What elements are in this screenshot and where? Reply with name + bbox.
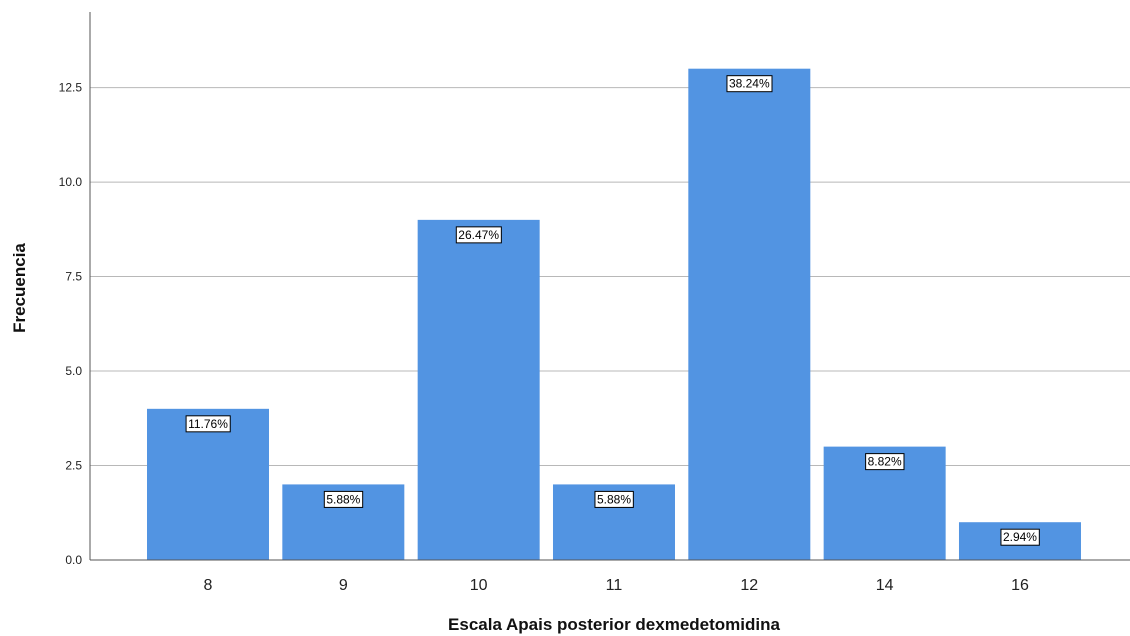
data-labels: 11.76% 5.88% 26.47% 5.88% 38.24% 8.82% 2.94% (185, 75, 1040, 546)
y-axis-title: Frecuencia (10, 243, 29, 333)
data-label-box (185, 415, 231, 433)
x-axis-title: Escala Apais posterior dexmedetomidina (448, 615, 780, 634)
x-tick-label: 12 (740, 577, 758, 594)
data-label-text: 5.88% (597, 492, 631, 506)
y-tick-label: 5.0 (65, 364, 82, 378)
x-tick-label: 11 (606, 577, 623, 594)
y-tick-label: 10.0 (59, 175, 83, 189)
x-tick-label: 8 (204, 577, 213, 594)
data-label-box (594, 490, 634, 508)
data-label: 38.24% (726, 75, 773, 93)
data-label-text: 11.76% (188, 417, 228, 431)
bar (147, 408, 269, 560)
y-tick-label: 0.0 (65, 553, 82, 567)
data-label: 2.94% (1000, 528, 1040, 546)
data-label: 26.47% (455, 226, 502, 244)
data-label-text: 5.88% (326, 492, 360, 506)
data-label-box (1000, 528, 1040, 546)
y-tick-label: 2.5 (65, 459, 82, 473)
data-label: 5.88% (323, 490, 364, 508)
y-tick-labels: 0.0 2.5 5.0 7.5 10.0 12.5 (59, 81, 83, 567)
y-tick-label: 12.5 (59, 81, 83, 95)
axes (89, 12, 1130, 561)
y-tick-label: 7.5 (65, 270, 82, 284)
data-label-text: 38.24% (729, 77, 770, 91)
x-tick-label: 16 (1011, 577, 1029, 594)
data-label: 11.76% (185, 415, 231, 433)
data-label-box (455, 226, 502, 244)
data-label-text: 26.47% (458, 228, 499, 242)
data-label-box (865, 453, 905, 471)
data-label-box (323, 490, 364, 508)
data-label: 8.82% (865, 453, 905, 471)
x-tick-label: 9 (339, 577, 348, 594)
x-tick-label: 10 (470, 577, 488, 594)
x-tick-label: 14 (876, 577, 894, 594)
bar (417, 219, 540, 561)
bar (688, 68, 811, 561)
gridlines (90, 87, 1130, 467)
data-label-text: 2.94% (1003, 530, 1037, 544)
x-tick-labels: 8 9 10 11 12 14 16 (204, 577, 1029, 594)
data-label: 5.88% (594, 490, 634, 508)
data-label-text: 8.82% (868, 455, 902, 469)
bars (147, 68, 1081, 561)
data-label-box (726, 75, 773, 93)
